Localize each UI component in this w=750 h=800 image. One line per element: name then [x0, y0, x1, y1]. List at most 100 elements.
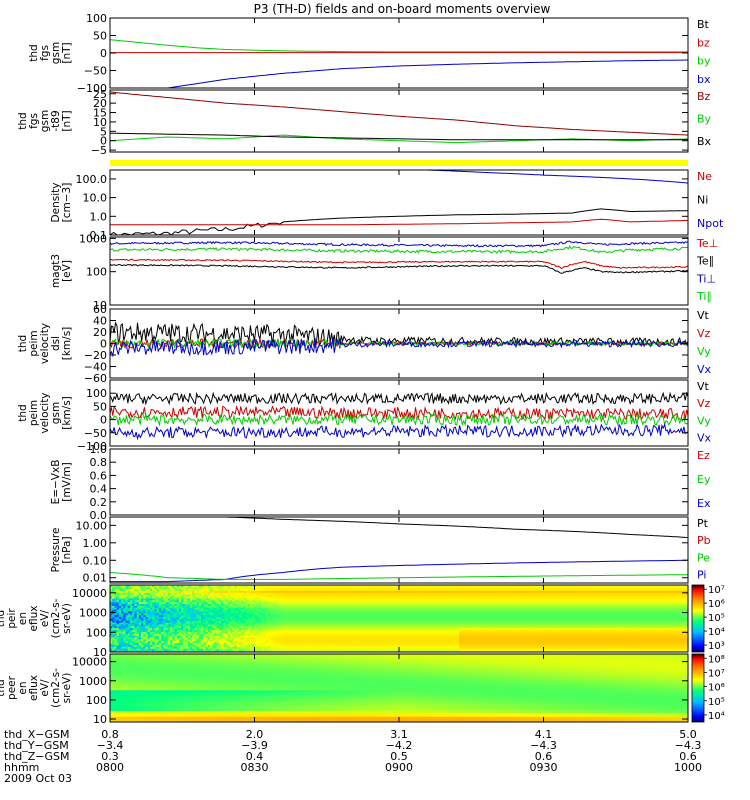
y-tick-label: 10000 [72, 587, 107, 600]
legend: Vt Vz Vy Vx [697, 309, 712, 376]
y-tick-label: 0.1 [90, 229, 108, 242]
y-tick-label: 1.00 [83, 537, 108, 550]
legend-label: Ey [697, 473, 711, 486]
y-axis-label: magt3 [eV] [50, 254, 73, 288]
y-axis-label-line: magt3 [50, 254, 62, 288]
y-axis-label: thd peer en eflux eV/(cm2-s-sr-eV) [0, 668, 73, 708]
y-axis-label-line: [mV/m] [61, 462, 73, 501]
y-tick-label: 100 [86, 626, 107, 639]
y-axis-label-line: fgs [39, 45, 51, 61]
series-line [110, 559, 688, 583]
panel-pressure: Pt Pb Pe Pi 10.00 1.00 0.10 0.01 Pressure [nPa] [50, 516, 711, 585]
x-axis-tick-label: 2.0 [246, 728, 264, 741]
x-axis-tick-label: 0.6 [679, 750, 697, 763]
y-axis-label-line: (cm2-s- [50, 598, 62, 638]
y-axis-label-line: [nPa] [61, 536, 73, 563]
x-axis-tick-label: 3.1 [390, 728, 408, 741]
series-line [109, 405, 689, 421]
chart-title: P3 (TH-D) fields and on-board moments ov… [254, 2, 551, 16]
y-axis-label: thd peim velocity gsm [km/s] [17, 392, 73, 433]
colorbar [691, 584, 705, 653]
y-axis-label-line: [nT] [61, 110, 73, 131]
y-axis-label-line: sr-eV) [61, 603, 73, 634]
series-line [109, 240, 689, 248]
y-axis-label: thd fgs gsm -t89 [nT] [17, 110, 73, 132]
legend-label: Ez [697, 449, 710, 462]
legend-label: Vy [697, 414, 711, 427]
legend: Ne Ni Npot [697, 170, 724, 230]
colorbar-tick-label: 10⁶ [708, 683, 725, 694]
y-axis-label-line: gsm [50, 402, 62, 424]
y-tick-label: 10 [93, 299, 107, 312]
y-axis-label-line: [km/s] [61, 327, 73, 361]
colorbar-tick-label: 10⁷ [708, 668, 725, 679]
y-axis-label-line: gsm [39, 110, 51, 132]
y-tick-label: 0 [100, 135, 107, 148]
y-axis-label-line: thd [0, 679, 7, 696]
legend-label: Vx [697, 363, 712, 376]
legend-label: bx [697, 73, 711, 86]
series-lines [109, 321, 689, 358]
series-line [109, 39, 688, 53]
x-axis-tick-label: 0830 [241, 761, 269, 774]
y-axis-label-line: thd [17, 112, 29, 129]
y-axis-label: Pressure [nPa] [50, 528, 73, 573]
series-line [167, 59, 688, 89]
legend: Ez Ey Ex [697, 449, 711, 510]
y-axis-label-line: -t89 [50, 110, 62, 131]
y-tick-label: 0 [100, 47, 107, 60]
x-axis-tick-label: 0.3 [101, 750, 119, 763]
y-axis-label-line: thd [17, 335, 29, 352]
y-axis-label: thd peim velocity dsl [km/s] [17, 323, 73, 364]
y-axis-label-line: E=−VxB [50, 460, 62, 505]
y-tick-label: 100 [86, 12, 107, 25]
y-tick-label: 10.00 [76, 519, 108, 532]
series-line [225, 516, 689, 538]
x-axis-tick-label: −3.9 [241, 739, 268, 752]
y-tick-label: 0 [100, 414, 107, 427]
y-axis-label-line: peim [28, 330, 40, 356]
y-tick-label: 1000 [79, 607, 107, 620]
x-axis-tick-label: 4.1 [535, 728, 553, 741]
series-line [109, 263, 689, 274]
x-axis-row-label: thd_X−GSM [4, 728, 70, 741]
legend: Vt Vz Vy Vx [697, 380, 712, 444]
legend-label: Npot [697, 217, 724, 230]
y-axis-label-line: eV/ [39, 609, 51, 627]
legend-label: Ti∥ [696, 290, 712, 303]
y-tick-label: 50 [93, 400, 107, 413]
y-axis-label-line: eV/ [39, 679, 51, 697]
series-lines [109, 240, 689, 274]
x-axis-tick-label: 0900 [385, 761, 413, 774]
series-line [427, 169, 689, 184]
y-axis-label-line: en [17, 612, 29, 625]
colorbar-tick-label: 10⁵ [708, 613, 725, 624]
legend-label: Te⊥ [696, 237, 718, 250]
y-axis-label-line: thd [0, 610, 7, 627]
y-tick-label: 25 [93, 88, 107, 101]
panel-efield: Ez Ey Ex 1.00.80.60.40.20.0 E=−VxB [mV/m] [50, 443, 711, 522]
legend-label: Bz [697, 90, 711, 103]
y-axis-label: E=−VxB [mV/m] [50, 460, 73, 505]
y-axis-label-line: Pressure [50, 528, 62, 573]
legend-label: Pe [697, 551, 710, 564]
legend-label: bz [697, 36, 710, 49]
y-tick-label: 100 [86, 266, 107, 279]
y-tick-label: −50 [84, 65, 107, 78]
legend-label: Ni [697, 194, 708, 207]
y-tick-label: 100 [86, 387, 107, 400]
y-tick-label: 0.6 [90, 469, 108, 482]
series-line [109, 572, 688, 580]
y-tick-label: 20 [93, 97, 107, 110]
x-axis-tick-label: 0930 [530, 761, 558, 774]
y-tick-label: 40 [93, 315, 107, 328]
y-tick-label: 10 [93, 713, 107, 726]
x-axis-labels: thd_X−GSM 0.8 2.0 3.1 4.1 5.0 thd_Y−GSM −3.4 −3.… [4, 728, 702, 785]
legend-label: Ex [697, 497, 711, 510]
y-tick-label: 5 [100, 125, 107, 138]
y-tick-label: 0 [100, 338, 107, 351]
panel-frame [109, 448, 689, 516]
series-line [109, 337, 689, 358]
